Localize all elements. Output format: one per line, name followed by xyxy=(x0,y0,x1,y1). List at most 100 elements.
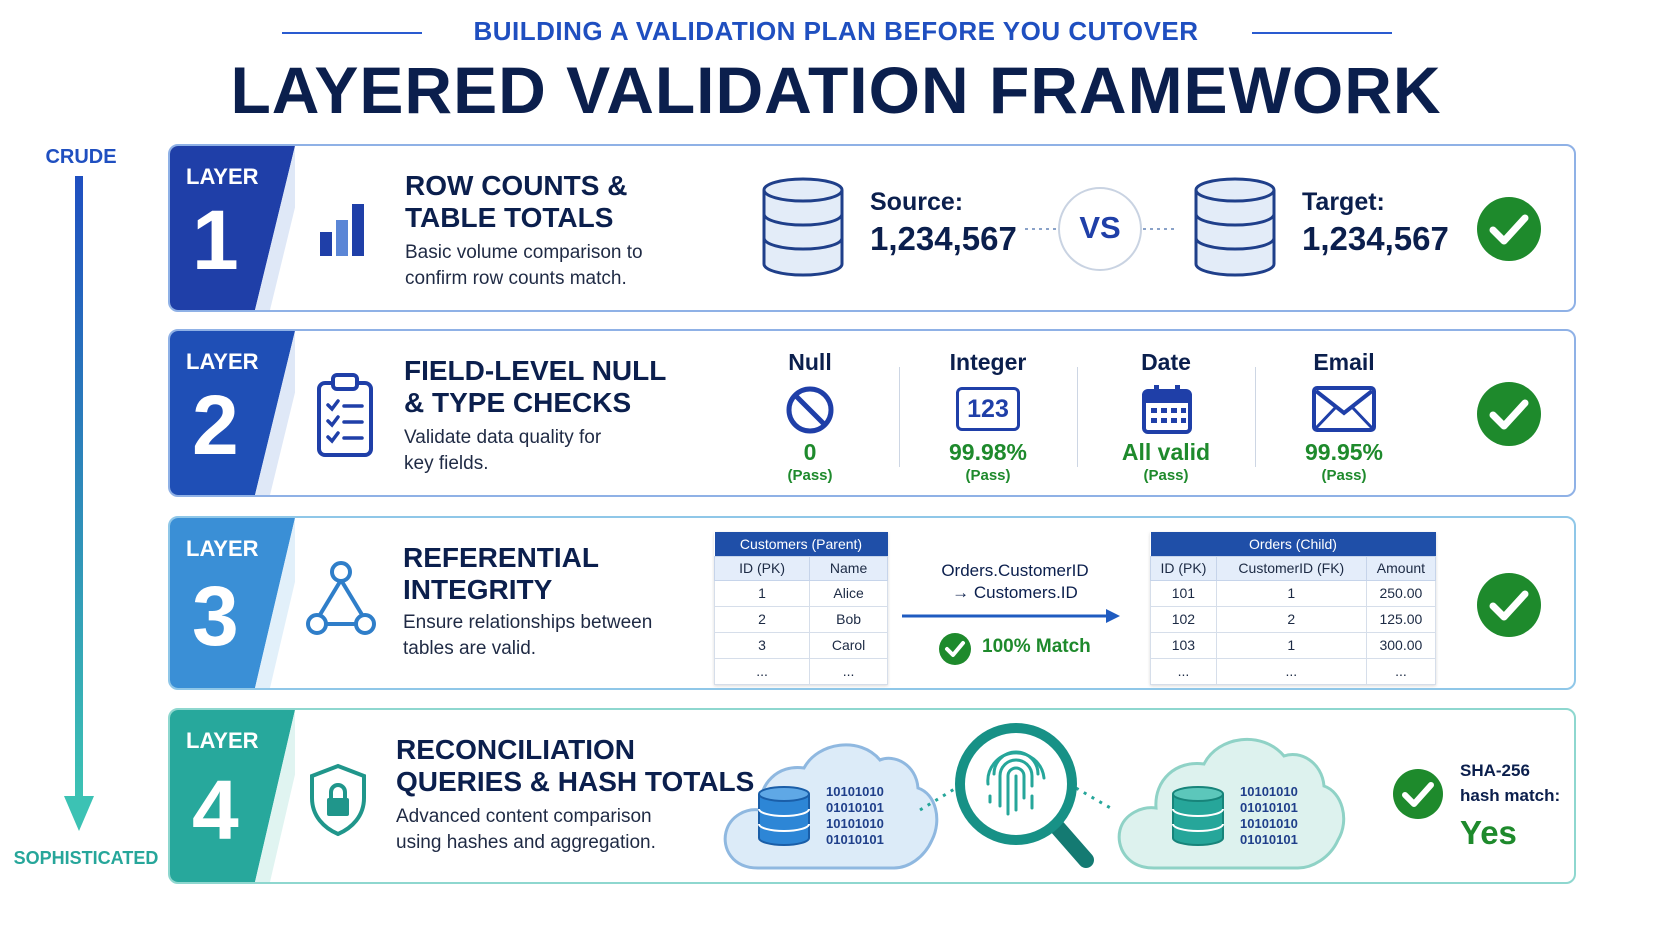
target-cloud-icon xyxy=(1117,737,1346,870)
subtitle: BUILDING A VALIDATION PLAN BEFORE YOU CU… xyxy=(473,16,1199,46)
child-table-header: ID (PK) xyxy=(1150,555,1217,581)
page-title: LAYERED VALIDATION FRAMEWORK xyxy=(230,53,1442,127)
check-circle-icon xyxy=(1477,573,1541,637)
layer-4-badge-word: LAYER xyxy=(186,728,259,753)
table-row: ... ... xyxy=(713,657,888,685)
metric-email-value: 99.95% xyxy=(1304,439,1383,465)
table-cell: ... xyxy=(1365,657,1437,685)
match-check-icon xyxy=(939,633,971,665)
binary-line: 01010101 xyxy=(826,832,884,847)
layer-2-description: Validate data quality for key fields. xyxy=(404,425,601,477)
layer-1-heading-line2: TABLE TOTALS xyxy=(405,202,614,233)
layer-3-badge-word: LAYER xyxy=(186,536,259,561)
no-symbol-icon xyxy=(786,386,834,434)
layer-3-heading: REFERENTIAL INTEGRITY xyxy=(403,542,599,606)
table-cell: 125.00 xyxy=(1365,605,1437,633)
table-row: 1 Alice xyxy=(713,579,888,607)
metric-email-status: (Pass) xyxy=(1321,467,1367,484)
layer-2-badge-word: LAYER xyxy=(186,349,259,374)
table-cell: ... xyxy=(713,657,811,685)
calendar-icon xyxy=(1142,385,1192,434)
layer-2-number: 2 xyxy=(192,378,239,472)
layer-4-panel: LAYER 4 RECONCILIATION QUERIES & HASH TO… xyxy=(168,708,1576,884)
layer-1-desc-line1: Basic volume comparison to xyxy=(405,242,643,263)
metric-null-value: 0 xyxy=(803,439,817,465)
table-cell: ... xyxy=(809,657,888,685)
table-row: 2 Bob xyxy=(713,605,888,633)
table-cell: Carol xyxy=(809,631,888,659)
source-label: Source: xyxy=(870,188,964,216)
parent-table-header: Name xyxy=(809,555,888,581)
table-cell: 102 xyxy=(1150,605,1217,633)
layer-4-badge: LAYER 4 xyxy=(170,710,295,882)
metric-integer-value: 99.98% xyxy=(948,439,1027,465)
child-table: Orders (Child) ID (PK) CustomerID (FK) A… xyxy=(1150,532,1437,685)
table-cell: ... xyxy=(1215,657,1367,685)
layer-3-number: 3 xyxy=(192,569,239,663)
layer-1-number: 1 xyxy=(192,193,239,287)
layer-4-heading-line2: QUERIES & HASH TOTALS xyxy=(396,766,755,797)
layer-2-heading-line2: & TYPE CHECKS xyxy=(404,387,632,418)
target-database-icon xyxy=(1172,786,1224,846)
layer-3-description: Ensure relationships between tables are … xyxy=(403,610,652,662)
metric-integer-label: Integer xyxy=(949,349,1027,375)
axis-top-label: CRUDE xyxy=(45,146,117,168)
layer-3-desc-line1: Ensure relationships between xyxy=(403,612,653,633)
layer-3-heading-line1: REFERENTIAL xyxy=(403,542,599,573)
table-cell: 2 xyxy=(713,605,811,633)
table-cell: 103 xyxy=(1150,631,1217,659)
source-binary: 10101010 01010101 10101010 01010101 xyxy=(826,784,884,848)
table-cell: Alice xyxy=(809,579,888,607)
layer-1-heading: ROW COUNTS & TABLE TOTALS xyxy=(405,170,627,234)
vs-label: VS xyxy=(1079,210,1121,245)
shield-lock-icon xyxy=(310,763,366,837)
bar-chart-icon xyxy=(320,204,364,256)
hash-value: Yes xyxy=(1460,814,1517,851)
table-row: 102 2 125.00 xyxy=(1150,605,1437,633)
table-cell: 3 xyxy=(713,631,811,659)
layer-1-desc-line2: confirm row counts match. xyxy=(405,268,627,289)
axis-bottom-label: SOPHISTICATED xyxy=(13,848,159,868)
table-cell: 1 xyxy=(1215,579,1367,607)
table-cell: 2 xyxy=(1215,605,1367,633)
binary-line: 10101010 xyxy=(826,784,884,799)
metric-date-label: Date xyxy=(1141,349,1191,375)
layer-4-desc-line1: Advanced content comparison xyxy=(396,806,652,827)
layer-3-badge: LAYER 3 xyxy=(170,518,295,688)
table-row: ... ... ... xyxy=(1150,657,1437,685)
table-cell: 1 xyxy=(713,579,811,607)
layer-3-desc-line2: tables are valid. xyxy=(403,638,537,659)
binary-line: 01010101 xyxy=(1240,800,1298,815)
layer-1-badge: LAYER 1 xyxy=(170,146,295,310)
fingerprint-magnifier-icon xyxy=(919,723,1115,868)
layer-2-heading: FIELD-LEVEL NULL & TYPE CHECKS xyxy=(404,355,666,419)
layer-4-heading-line1: RECONCILIATION xyxy=(396,734,636,765)
table-row: 101 1 250.00 xyxy=(1150,579,1437,607)
metric-divider xyxy=(1077,367,1078,467)
layer-2-heading-line1: FIELD-LEVEL NULL xyxy=(404,355,667,386)
target-label: Target: xyxy=(1302,188,1385,216)
child-table-header: Amount xyxy=(1365,555,1437,581)
layer-2-desc-line1: Validate data quality for xyxy=(404,427,602,448)
layer-4-heading: RECONCILIATION QUERIES & HASH TOTALS xyxy=(396,734,754,798)
metric-date-value: All valid xyxy=(1121,439,1211,465)
metric-null-label: Null xyxy=(788,349,832,375)
subtitle-rule-right xyxy=(1252,32,1392,34)
parent-table-caption: Customers (Parent) xyxy=(714,532,888,556)
hash-label: SHA-256 hash match: xyxy=(1460,758,1560,808)
table-row: 3 Carol xyxy=(713,631,888,659)
metric-divider xyxy=(899,367,900,467)
clipboard-checklist-icon xyxy=(317,373,373,457)
table-cell: 1 xyxy=(1215,631,1367,659)
relation-arrow-icon xyxy=(902,609,1120,623)
child-table-caption: Orders (Child) xyxy=(1150,532,1436,556)
binary-line: 10101010 xyxy=(826,816,884,831)
relation-text: Orders.CustomerID → Customers.ID xyxy=(920,560,1110,604)
relation-line1: Orders.CustomerID xyxy=(941,561,1089,580)
vs-connector xyxy=(1025,187,1175,271)
hash-label-line1: SHA-256 xyxy=(1460,761,1530,780)
source-database-icon xyxy=(762,177,844,277)
metric-date-status: (Pass) xyxy=(1143,467,1189,484)
table-cell: 300.00 xyxy=(1365,631,1437,659)
layer-1-panel: LAYER 1 ROW COUNTS & TABLE TOTALS Basic … xyxy=(168,144,1576,312)
